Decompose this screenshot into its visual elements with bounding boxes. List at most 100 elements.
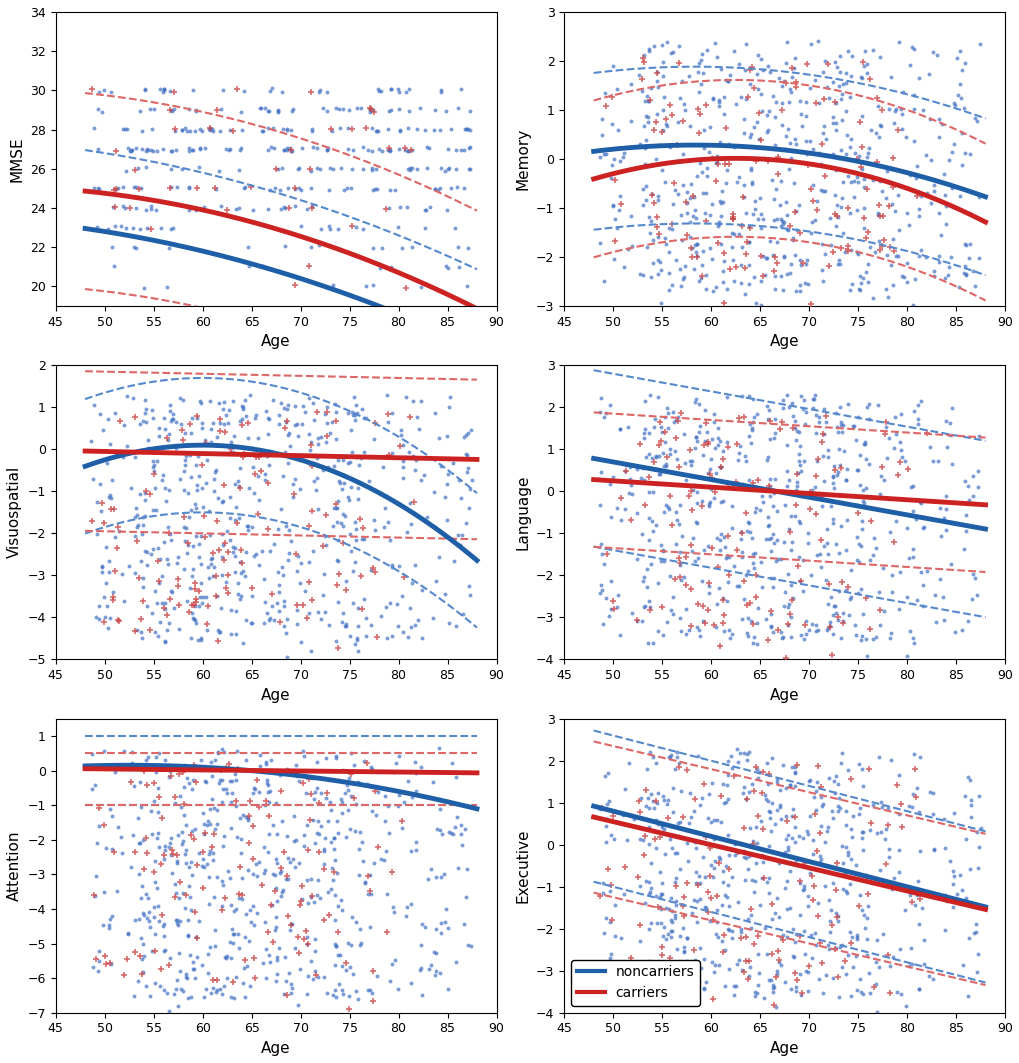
- Point: [184, 560, 201, 577]
- Point: [826, 940, 843, 957]
- Point: [664, 779, 681, 796]
- Point: [744, 474, 760, 491]
- Point: [827, 881, 844, 898]
- Point: [343, 444, 360, 461]
- Point: [810, 971, 826, 988]
- Point: [662, 602, 679, 619]
- Point: [761, 605, 777, 622]
- Point: [762, 618, 779, 635]
- Point: [678, 183, 694, 200]
- Point: [450, 258, 467, 275]
- Point: [780, 521, 796, 538]
- Point: [286, 181, 303, 198]
- Point: [343, 218, 360, 235]
- Point: [248, 406, 264, 423]
- Point: [855, 209, 871, 226]
- Point: [806, 386, 822, 403]
- Point: [352, 450, 368, 467]
- Point: [344, 406, 361, 423]
- Point: [827, 908, 844, 925]
- Point: [908, 187, 924, 204]
- Point: [165, 405, 181, 422]
- Point: [229, 575, 246, 592]
- Point: [339, 455, 356, 472]
- Point: [235, 180, 252, 197]
- Point: [209, 981, 225, 998]
- Point: [602, 601, 619, 618]
- Point: [779, 220, 795, 237]
- Point: [440, 399, 457, 416]
- Point: [636, 597, 652, 614]
- Point: [748, 636, 764, 653]
- Point: [394, 436, 411, 453]
- Point: [239, 809, 256, 826]
- Point: [955, 100, 971, 117]
- Point: [863, 289, 879, 306]
- Point: [855, 220, 871, 237]
- Point: [807, 478, 823, 495]
- Point: [659, 810, 676, 827]
- Point: [171, 471, 187, 488]
- Point: [839, 242, 855, 259]
- Point: [848, 982, 864, 999]
- Point: [139, 758, 155, 775]
- Point: [310, 429, 326, 446]
- Point: [354, 401, 370, 418]
- Point: [403, 975, 419, 992]
- Point: [792, 105, 808, 122]
- Point: [686, 439, 702, 456]
- Point: [332, 159, 348, 176]
- Point: [645, 195, 661, 212]
- Point: [752, 502, 768, 519]
- Point: [202, 392, 218, 409]
- Point: [688, 428, 704, 445]
- Point: [277, 625, 293, 642]
- Point: [792, 462, 808, 479]
- Point: [855, 200, 871, 217]
- Point: [595, 272, 611, 289]
- Point: [615, 258, 632, 275]
- Point: [714, 493, 731, 510]
- Point: [138, 483, 154, 500]
- Point: [120, 758, 137, 775]
- Point: [378, 201, 394, 218]
- Point: [825, 53, 842, 70]
- Point: [907, 169, 923, 186]
- Point: [683, 249, 699, 266]
- Point: [412, 961, 428, 978]
- Point: [191, 468, 207, 485]
- Point: [701, 206, 717, 223]
- Point: [233, 870, 250, 887]
- Point: [397, 84, 414, 101]
- Point: [854, 53, 870, 70]
- Point: [790, 453, 806, 470]
- Point: [592, 576, 608, 593]
- Point: [177, 887, 194, 904]
- Point: [814, 448, 830, 465]
- Point: [817, 571, 834, 588]
- Point: [969, 859, 985, 876]
- Point: [835, 417, 851, 434]
- Point: [795, 923, 811, 940]
- Point: [872, 117, 889, 134]
- Point: [828, 611, 845, 628]
- Point: [816, 52, 833, 69]
- Point: [748, 589, 764, 606]
- Point: [775, 72, 792, 89]
- Point: [792, 282, 808, 299]
- Point: [784, 800, 800, 817]
- Point: [452, 142, 469, 159]
- Point: [813, 434, 829, 451]
- Point: [905, 629, 921, 646]
- Point: [102, 911, 118, 928]
- Point: [638, 178, 654, 195]
- Point: [447, 161, 464, 178]
- Point: [292, 218, 309, 235]
- Point: [642, 79, 658, 96]
- Point: [412, 393, 428, 410]
- Point: [304, 887, 320, 904]
- Point: [307, 783, 323, 800]
- Point: [786, 933, 802, 950]
- Point: [182, 854, 199, 871]
- Point: [849, 409, 865, 426]
